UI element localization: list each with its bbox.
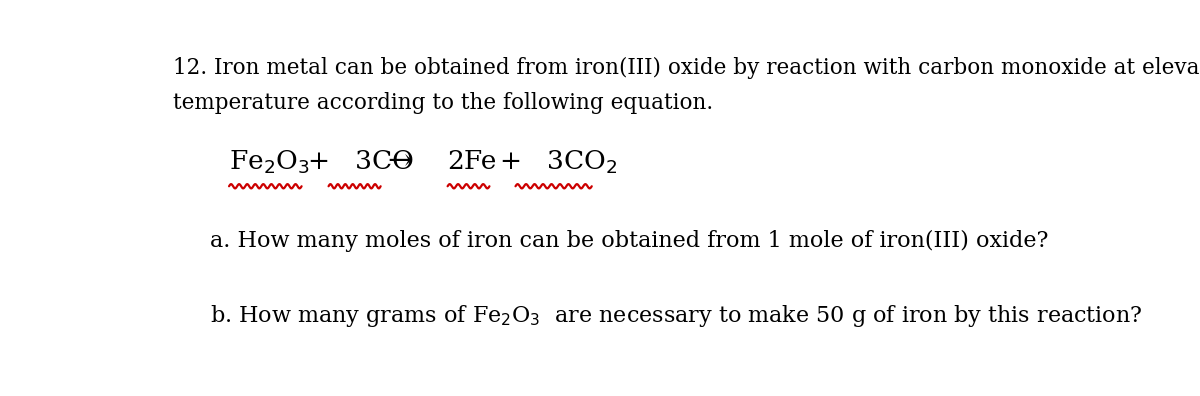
Text: a. How many moles of iron can be obtained from 1 mole of iron(III) oxide?: a. How many moles of iron can be obtaine… (210, 230, 1049, 252)
Text: 12. Iron metal can be obtained from iron(III) oxide by reaction with carbon mono: 12. Iron metal can be obtained from iron… (173, 57, 1200, 79)
Text: +   3CO: + 3CO (308, 149, 414, 175)
Text: +   3CO$_2$: + 3CO$_2$ (499, 148, 617, 176)
Text: b. How many grams of Fe$_2$O$_3$  are necessary to make 50 g of iron by this rea: b. How many grams of Fe$_2$O$_3$ are nec… (210, 303, 1142, 329)
Text: Fe$_2$O$_3$: Fe$_2$O$_3$ (229, 148, 310, 176)
Text: 2Fe: 2Fe (448, 149, 497, 175)
Text: →: → (388, 147, 412, 175)
Text: temperature according to the following equation.: temperature according to the following e… (173, 92, 713, 114)
